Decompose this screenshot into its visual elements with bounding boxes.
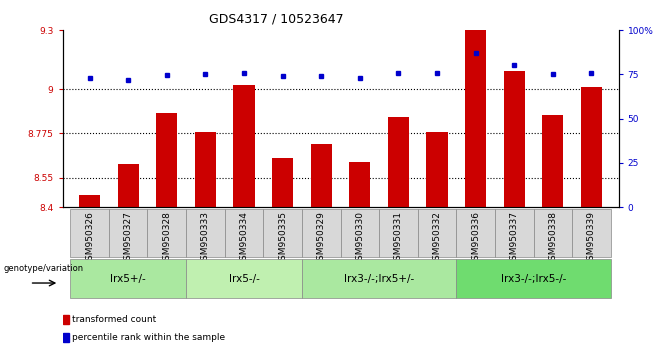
Bar — [263, 209, 302, 257]
Bar — [63, 333, 69, 342]
Bar — [302, 259, 457, 298]
Bar — [388, 116, 409, 207]
Text: GSM950338: GSM950338 — [548, 211, 557, 266]
Bar — [341, 209, 379, 257]
Text: lrx5-/-: lrx5-/- — [228, 274, 259, 284]
Bar — [379, 209, 418, 257]
Text: lrx3-/-;lrx5-/-: lrx3-/-;lrx5-/- — [501, 274, 567, 284]
Text: GSM950339: GSM950339 — [587, 211, 596, 266]
Text: GSM950326: GSM950326 — [85, 211, 94, 266]
Bar — [147, 209, 186, 257]
Bar — [426, 132, 447, 207]
Text: percentile rank within the sample: percentile rank within the sample — [72, 333, 224, 342]
Bar — [465, 30, 486, 207]
Text: GSM950334: GSM950334 — [240, 211, 249, 266]
Bar — [79, 195, 100, 207]
Bar — [457, 209, 495, 257]
Text: GSM950335: GSM950335 — [278, 211, 287, 266]
Text: GSM950332: GSM950332 — [432, 211, 442, 266]
Bar — [495, 209, 534, 257]
Bar — [572, 209, 611, 257]
Bar — [272, 158, 293, 207]
Bar — [503, 72, 525, 207]
Bar — [186, 209, 224, 257]
Text: lrx5+/-: lrx5+/- — [111, 274, 146, 284]
Bar — [186, 259, 302, 298]
Bar — [156, 113, 178, 207]
Bar — [109, 209, 147, 257]
Bar — [534, 209, 572, 257]
Text: GSM950331: GSM950331 — [394, 211, 403, 266]
Text: genotype/variation: genotype/variation — [3, 264, 84, 273]
Text: GSM950336: GSM950336 — [471, 211, 480, 266]
Bar — [311, 144, 332, 207]
Bar — [70, 209, 109, 257]
Bar — [581, 87, 602, 207]
Bar — [224, 209, 263, 257]
Bar — [63, 315, 69, 324]
Bar — [542, 115, 563, 207]
Bar — [70, 259, 186, 298]
Bar — [118, 164, 139, 207]
Bar — [349, 162, 370, 207]
Text: GSM950329: GSM950329 — [316, 211, 326, 266]
Text: transformed count: transformed count — [72, 315, 156, 324]
Text: GSM950337: GSM950337 — [510, 211, 519, 266]
Bar — [457, 259, 611, 298]
Bar — [302, 209, 341, 257]
Text: GSM950330: GSM950330 — [355, 211, 365, 266]
Text: GSM950333: GSM950333 — [201, 211, 210, 266]
Text: lrx3-/-;lrx5+/-: lrx3-/-;lrx5+/- — [344, 274, 415, 284]
Text: GSM950328: GSM950328 — [163, 211, 171, 266]
Text: GSM950327: GSM950327 — [124, 211, 133, 266]
Bar — [418, 209, 457, 257]
Bar — [195, 132, 216, 207]
Bar — [234, 85, 255, 207]
Text: GDS4317 / 10523647: GDS4317 / 10523647 — [209, 12, 343, 25]
